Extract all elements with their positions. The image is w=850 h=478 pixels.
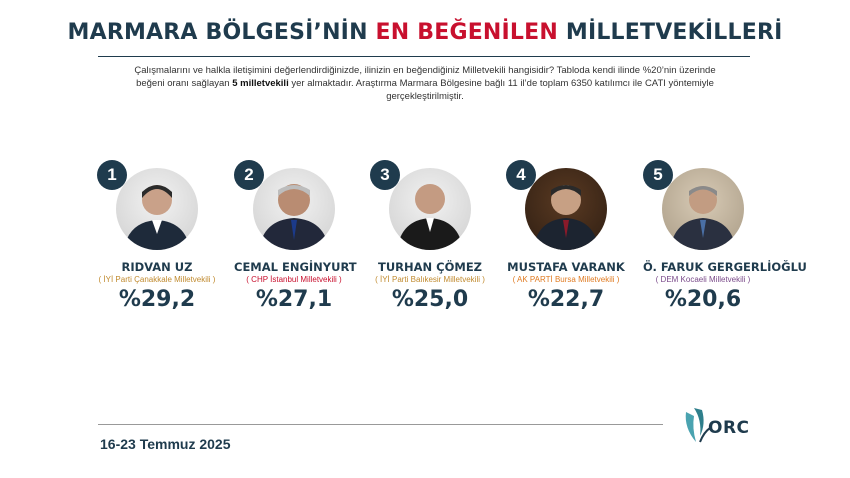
candidate-photo	[116, 168, 198, 250]
title-part2: MİLLETVEKİLLERİ	[558, 20, 783, 45]
title-divider	[98, 56, 750, 57]
candidate-percent: %22,7	[527, 287, 605, 312]
rank-badge: 3	[370, 160, 400, 190]
candidate-party: ( İYİ Parti Balıkesir Milletvekili )	[375, 275, 485, 284]
candidate-percent: %25,0	[391, 287, 469, 312]
candidate-card-5: 5 Ö. FARUK GERGERLİOĞLU ( DEM Kocaeli Mi…	[643, 160, 807, 320]
candidate-percent: %20,6	[664, 287, 742, 312]
footer-divider	[98, 424, 663, 425]
candidate-party: ( AK PARTİ Bursa Milletvekili )	[512, 275, 620, 284]
candidate-name: TURHAN ÇÖMEZ	[377, 260, 483, 274]
title-part1: MARMARA BÖLGESİ’NİN	[67, 20, 376, 45]
intro-bold: 5 milletvekili	[232, 78, 289, 89]
rank-badge: 5	[643, 160, 673, 190]
candidate-photo	[525, 168, 607, 250]
intro-line-2: beğeni oranı sağlayan 5 milletvekili yer…	[136, 78, 714, 102]
intro-line-1: Çalışmalarını ve halkla iletişimini değe…	[134, 65, 716, 76]
candidate-card-1: 1 RIDVAN UZ ( İYİ Parti Çanakkale Millet…	[97, 160, 247, 320]
intro-text: Çalışmalarını ve halkla iletişimini değe…	[100, 64, 750, 103]
candidate-name: MUSTAFA VARANK	[507, 260, 625, 274]
candidate-photo	[662, 168, 744, 250]
candidate-card-4: 4 MUSTAFA VARANK ( AK PARTİ Bursa Millet…	[506, 160, 656, 320]
candidate-card-3: 3 TURHAN ÇÖMEZ ( İYİ Parti Balıkesir Mil…	[370, 160, 520, 320]
candidate-photo	[253, 168, 335, 250]
candidate-party: ( İYİ Parti Çanakkale Milletvekili )	[98, 275, 216, 284]
candidate-percent: %27,1	[255, 287, 333, 312]
candidate-name: RIDVAN UZ	[121, 260, 193, 274]
logo-text: ORC	[708, 418, 750, 438]
survey-date: 16-23 Temmuz 2025	[100, 436, 231, 452]
rank-badge: 1	[97, 160, 127, 190]
candidate-party: ( DEM Kocaeli Milletvekili )	[655, 275, 751, 284]
title-highlight: EN BEĞENİLEN	[375, 20, 558, 45]
orc-logo-icon	[685, 408, 711, 443]
page-title: MARMARA BÖLGESİ’NİN EN BEĞENİLEN MİLLETV…	[0, 20, 850, 45]
candidate-card-2: 2 CEMAL ENGİNYURT ( CHP İstanbul Milletv…	[234, 160, 384, 320]
candidate-photo	[389, 168, 471, 250]
candidate-name: CEMAL ENGİNYURT	[234, 260, 357, 274]
rank-badge: 4	[506, 160, 536, 190]
candidate-percent: %29,2	[118, 287, 196, 312]
candidate-name: Ö. FARUK GERGERLİOĞLU	[643, 260, 807, 274]
candidate-party: ( CHP İstanbul Milletvekili )	[246, 275, 342, 284]
rank-badge: 2	[234, 160, 264, 190]
